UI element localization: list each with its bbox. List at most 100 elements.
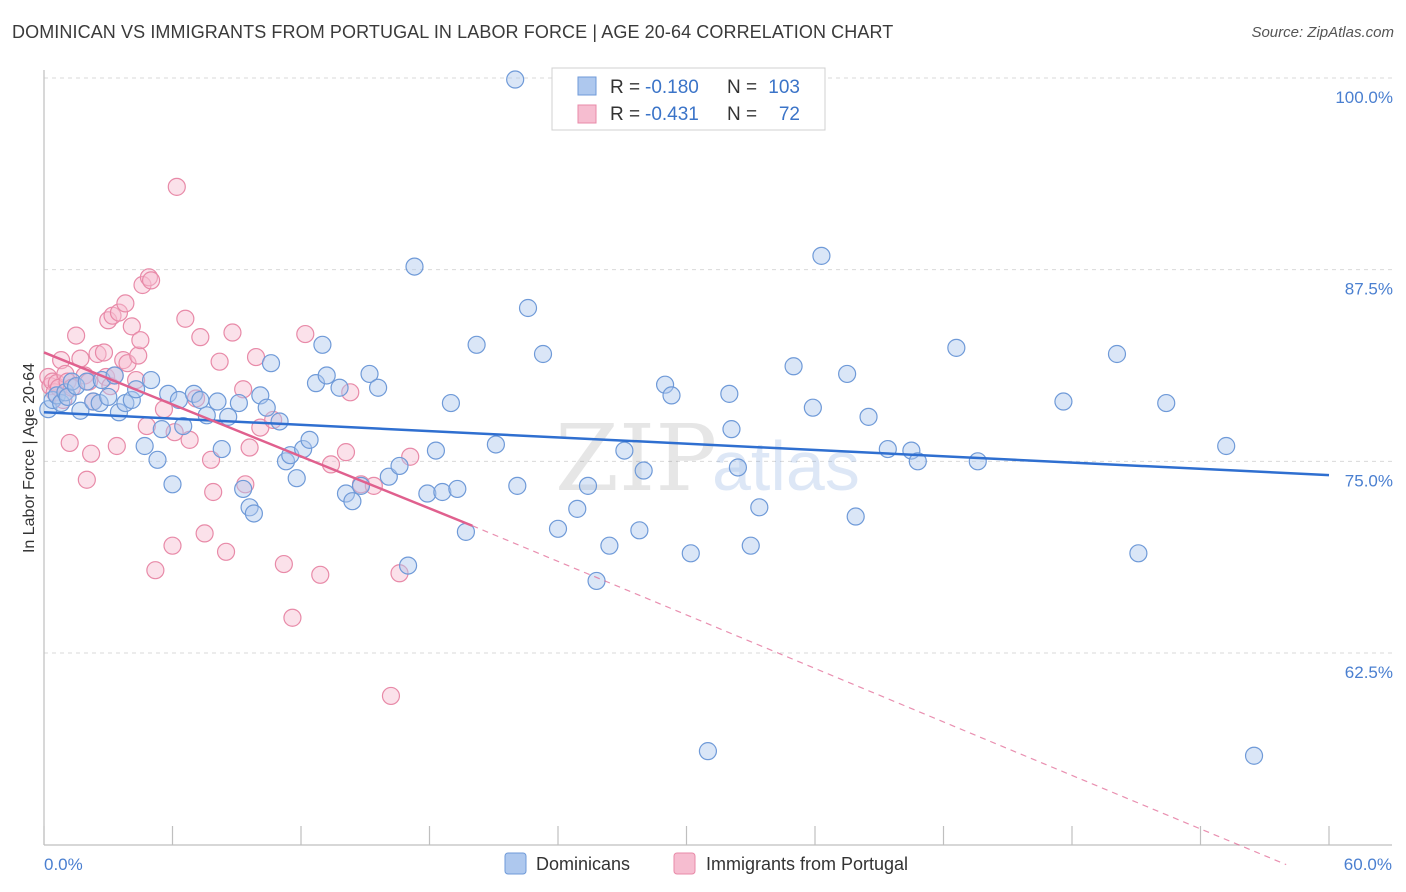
legend-swatch-dominicans	[577, 76, 597, 96]
dominican-point	[578, 476, 598, 495]
bottom-legend: Dominicans Immigrants from Portugal	[504, 852, 908, 875]
dominican-point	[615, 441, 634, 460]
portugal-point	[163, 536, 182, 555]
portugal-point	[122, 317, 141, 336]
top-legend: R = -0.180 N = 103 R = -0.431 N = 72	[551, 67, 826, 131]
dominican-point	[99, 387, 118, 407]
portugal-point	[204, 482, 223, 502]
dominican-point	[681, 544, 700, 563]
x-tick-marks	[43, 826, 1330, 845]
dominican-point	[803, 398, 822, 417]
x-tick-label-max: 60.0%	[1344, 855, 1392, 874]
portugal-point	[210, 352, 229, 371]
dominican-point	[174, 416, 193, 436]
portugal-point	[336, 443, 356, 462]
dominican-point	[728, 458, 748, 477]
portugal-point	[146, 561, 165, 580]
watermark: ZIP atlas	[555, 405, 860, 512]
dominican-point	[441, 393, 461, 413]
dominican-point	[698, 742, 718, 761]
portugal-point	[88, 344, 107, 364]
dominican-point	[122, 390, 141, 410]
dominican-point	[135, 436, 154, 456]
y-tick-label: 87.5%	[1345, 280, 1393, 299]
dominican-point	[750, 498, 769, 517]
dominican-point	[191, 390, 210, 410]
dominican-point	[662, 386, 681, 405]
dominican-point	[433, 482, 452, 502]
portugal-point	[195, 524, 214, 543]
portugal-point	[234, 380, 253, 399]
portugal-point	[131, 331, 150, 350]
legend-r-label-1: R =	[610, 77, 640, 98]
dominican-point	[508, 476, 527, 495]
portugal-point	[216, 542, 236, 561]
dominican-point	[467, 335, 486, 354]
legend-r-label-2: R =	[610, 104, 640, 125]
portugal-trend-extension	[472, 525, 1287, 866]
dominican-point	[838, 364, 857, 384]
portugal-point	[82, 444, 101, 463]
portugal-point	[137, 416, 156, 436]
dominicans-trend-line	[43, 411, 1330, 477]
portugal-point	[109, 303, 129, 322]
series-dominicans-points	[39, 70, 1264, 765]
dominican-point	[360, 364, 379, 384]
portugal-point	[94, 343, 114, 362]
dominican-point	[317, 366, 336, 385]
dominican-point	[1129, 544, 1148, 563]
dominican-point	[568, 499, 587, 518]
portugal-point	[341, 383, 360, 402]
dominican-point	[587, 571, 606, 591]
dominican-point	[418, 484, 437, 503]
portugal-point	[274, 554, 293, 574]
dominican-point	[390, 456, 409, 476]
legend-n-value-1: 103	[768, 77, 800, 98]
bottom-legend-swatch-portugal	[673, 852, 696, 875]
dominican-point	[1107, 344, 1127, 364]
bottom-legend-dominicans: Dominicans	[536, 854, 630, 874]
legend-swatch-portugal	[577, 104, 597, 124]
trend-lines	[43, 351, 1330, 866]
dominican-point	[257, 398, 276, 417]
y-tick-labels: 62.5% 75.0% 87.5% 100.0%	[1335, 88, 1393, 682]
portugal-point	[167, 177, 186, 196]
dominican-point	[77, 372, 96, 391]
dominican-point	[720, 384, 739, 403]
portugal-point	[296, 324, 315, 344]
dominican-point	[846, 507, 865, 526]
portugal-point	[67, 326, 86, 345]
watermark-zip: ZIP	[555, 405, 717, 512]
dominican-point	[1157, 393, 1176, 413]
portugal-point	[176, 309, 195, 328]
portugal-point	[223, 323, 242, 342]
dominican-point	[330, 378, 349, 397]
dominican-point	[234, 479, 253, 499]
portugal-trend-line	[43, 351, 473, 527]
legend-n-value-2: 72	[779, 104, 800, 125]
portugal-point	[381, 686, 401, 706]
dominican-point	[600, 536, 619, 555]
dominican-point	[163, 475, 182, 494]
dominican-point	[486, 435, 505, 454]
y-axis-label: In Labor Force | Age 20-64	[21, 363, 38, 553]
series-portugal-points	[39, 177, 420, 706]
portugal-point	[107, 436, 126, 456]
bottom-legend-swatch-dominicans	[504, 852, 527, 875]
y-tick-label: 75.0%	[1345, 471, 1393, 490]
dominican-point	[343, 492, 362, 511]
dominican-point	[634, 461, 653, 480]
dominican-point	[506, 70, 525, 89]
dominican-point	[859, 407, 878, 426]
dominican-point	[244, 504, 263, 523]
portugal-point	[116, 294, 135, 313]
y-tick-label: 100.0%	[1335, 88, 1393, 107]
portugal-point	[191, 328, 210, 347]
dominican-point	[533, 344, 553, 364]
dominican-point	[141, 370, 161, 390]
dominican-point	[1217, 436, 1236, 456]
legend-r-value-2: -0.431	[645, 104, 699, 125]
legend-r-value-1: -0.180	[645, 77, 699, 98]
portugal-point	[141, 271, 161, 290]
